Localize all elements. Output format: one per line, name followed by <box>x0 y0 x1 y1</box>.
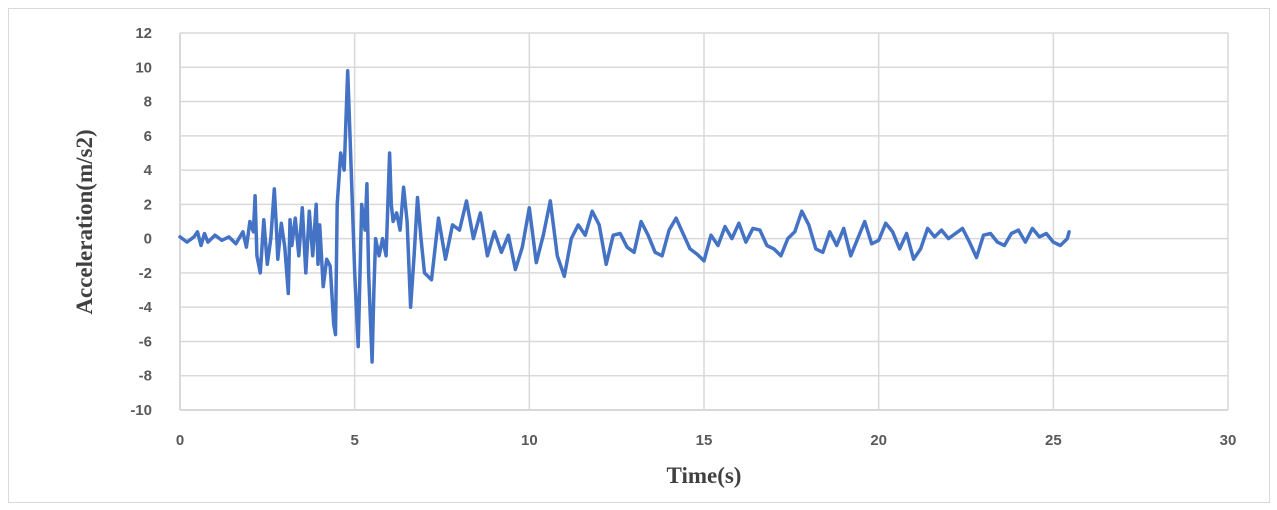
y-tick-label: -10 <box>130 402 152 419</box>
x-tick-label: 25 <box>1045 432 1062 449</box>
x-tick-label: 15 <box>696 432 713 449</box>
y-tick-label: 0 <box>144 231 152 248</box>
y-tick-label: 4 <box>144 162 153 179</box>
y-tick-label: -8 <box>139 368 152 385</box>
x-tick-label: 10 <box>521 432 538 449</box>
x-tick-label: 20 <box>870 432 887 449</box>
y-tick-label: 2 <box>144 196 152 213</box>
x-tick-label: 30 <box>1220 432 1237 449</box>
chart-frame <box>8 8 1270 503</box>
y-tick-label: -4 <box>139 299 153 316</box>
y-tick-label: 10 <box>135 59 152 76</box>
x-axis-title: Time(s) <box>667 463 742 488</box>
axes <box>179 33 1228 411</box>
y-axis-title: Acceleration(m/s2) <box>72 129 97 314</box>
x-tick-label: 5 <box>350 432 358 449</box>
series-line <box>178 68 1071 364</box>
y-tick-label: -6 <box>139 333 152 350</box>
x-tick-labels: 0 5 10 15 20 25 30 <box>176 432 1237 449</box>
series-group <box>178 68 1071 364</box>
y-tick-label: -2 <box>139 265 152 282</box>
y-tick-label: 8 <box>144 94 152 111</box>
y-tick-label: 12 <box>135 25 152 42</box>
y-tick-labels: 12 10 8 6 4 2 0 -2 -4 -6 -8 -10 <box>130 25 152 419</box>
x-tick-label: 0 <box>176 432 184 449</box>
y-tick-label: 6 <box>144 128 152 145</box>
